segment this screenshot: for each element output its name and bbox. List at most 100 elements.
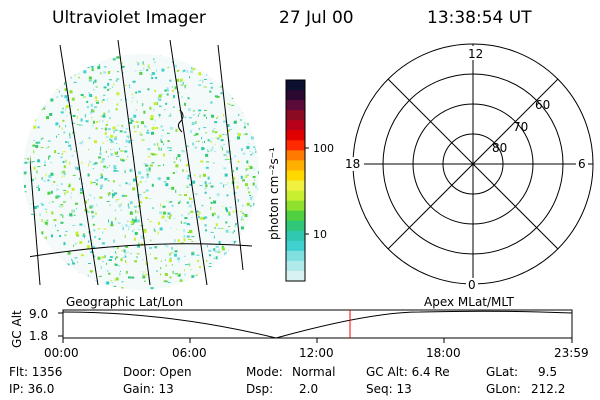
- uv-speckle: [183, 222, 187, 224]
- colorbar-stripe: [286, 210, 305, 222]
- uv-speckle: [223, 143, 226, 145]
- uv-speckle: [240, 175, 243, 179]
- uv-speckle: [125, 139, 128, 143]
- uv-speckle: [170, 127, 174, 130]
- uv-speckle: [200, 160, 204, 163]
- uv-speckle: [38, 187, 41, 191]
- uv-speckle: [153, 58, 155, 61]
- uv-speckle: [121, 150, 124, 153]
- uv-speckle: [180, 159, 182, 162]
- uv-speckle: [131, 101, 133, 103]
- uv-speckle: [78, 73, 80, 75]
- uv-speckle: [32, 161, 35, 163]
- uv-speckle: [112, 58, 116, 61]
- uv-speckle: [97, 66, 101, 70]
- gc-altitude: GC Alt: 6.4 Re: [366, 365, 450, 379]
- uv-speckle: [221, 245, 224, 249]
- uv-speckle: [248, 113, 251, 115]
- uv-speckle: [84, 114, 86, 118]
- uv-speckle: [220, 60, 224, 64]
- uv-speckle: [101, 158, 105, 161]
- uv-speckle: [183, 234, 185, 238]
- uv-speckle: [157, 177, 161, 181]
- uv-speckle: [221, 205, 223, 207]
- uv-speckle: [116, 78, 120, 80]
- uv-speckle: [36, 186, 40, 188]
- uv-speckle: [203, 78, 207, 80]
- uv-speckle: [183, 269, 185, 272]
- uv-speckle: [106, 281, 110, 285]
- uv-speckle: [33, 139, 35, 141]
- uv-speckle: [142, 259, 145, 261]
- uv-speckle: [203, 86, 207, 88]
- uv-speckle: [41, 137, 44, 139]
- timeline-x-tick-1800: 18:00: [426, 346, 461, 360]
- uv-speckle: [189, 197, 191, 201]
- uv-speckle: [125, 261, 128, 263]
- uv-speckle: [44, 284, 46, 287]
- uv-speckle: [209, 90, 212, 93]
- uv-speckle: [30, 267, 33, 270]
- colorbar-stripe: [286, 170, 305, 181]
- uv-speckle: [96, 101, 100, 104]
- uv-speckle: [60, 156, 63, 159]
- uv-speckle: [43, 107, 46, 110]
- uv-speckle: [117, 125, 119, 127]
- uv-speckle: [89, 94, 93, 98]
- uv-speckle: [99, 161, 102, 163]
- uv-speckle: [165, 102, 168, 105]
- uv-speckle: [176, 156, 178, 160]
- uv-speckle: [221, 227, 224, 229]
- uv-speckle: [70, 76, 72, 79]
- uv-speckle: [90, 271, 92, 274]
- uv-speckle: [246, 202, 250, 206]
- uv-speckle: [127, 156, 129, 158]
- uv-speckle: [203, 173, 207, 177]
- uv-speckle: [102, 142, 105, 144]
- uv-speckle: [112, 180, 115, 183]
- uv-speckle: [137, 124, 139, 128]
- uv-speckle: [237, 275, 241, 279]
- uv-speckle: [120, 66, 122, 70]
- uv-speckle: [113, 167, 117, 169]
- uv-speckle: [128, 183, 131, 186]
- uv-speckle: [89, 56, 91, 58]
- uv-speckle: [92, 125, 94, 127]
- uv-speckle: [214, 150, 217, 152]
- uv-speckle: [251, 248, 254, 250]
- sequence-number: Seq: 13: [366, 382, 412, 396]
- uv-speckle: [199, 174, 201, 178]
- uv-speckle: [255, 94, 258, 98]
- uv-speckle: [191, 67, 193, 70]
- uv-speckle: [95, 79, 97, 81]
- uv-speckle: [134, 232, 138, 236]
- uv-speckle: [210, 185, 214, 188]
- colorbar-stripe: [286, 120, 305, 131]
- uv-speckle: [107, 259, 109, 261]
- uv-speckle: [190, 280, 194, 284]
- uv-speckle: [158, 105, 162, 107]
- uv-speckle: [191, 275, 195, 279]
- uv-speckle: [102, 261, 104, 263]
- uv-speckle: [157, 231, 159, 235]
- uv-speckle: [229, 104, 231, 106]
- uv-speckle: [245, 169, 248, 171]
- uv-speckle: [107, 156, 109, 158]
- uv-speckle: [199, 79, 202, 81]
- uv-speckle: [89, 239, 93, 241]
- uv-speckle: [213, 257, 215, 259]
- uv-speckle: [201, 147, 205, 151]
- uv-speckle: [147, 156, 151, 158]
- uv-speckle: [74, 73, 76, 76]
- uv-speckle: [43, 179, 46, 182]
- uv-speckle: [67, 267, 69, 270]
- uv-speckle: [258, 241, 259, 243]
- uv-speckle: [29, 285, 31, 289]
- uv-speckle: [184, 116, 186, 119]
- uv-speckle: [229, 231, 231, 234]
- uv-speckle: [231, 157, 233, 160]
- uv-speckle: [167, 67, 170, 69]
- uv-speckle: [242, 152, 246, 155]
- uv-speckle: [74, 286, 78, 288]
- uv-speckle: [253, 222, 257, 226]
